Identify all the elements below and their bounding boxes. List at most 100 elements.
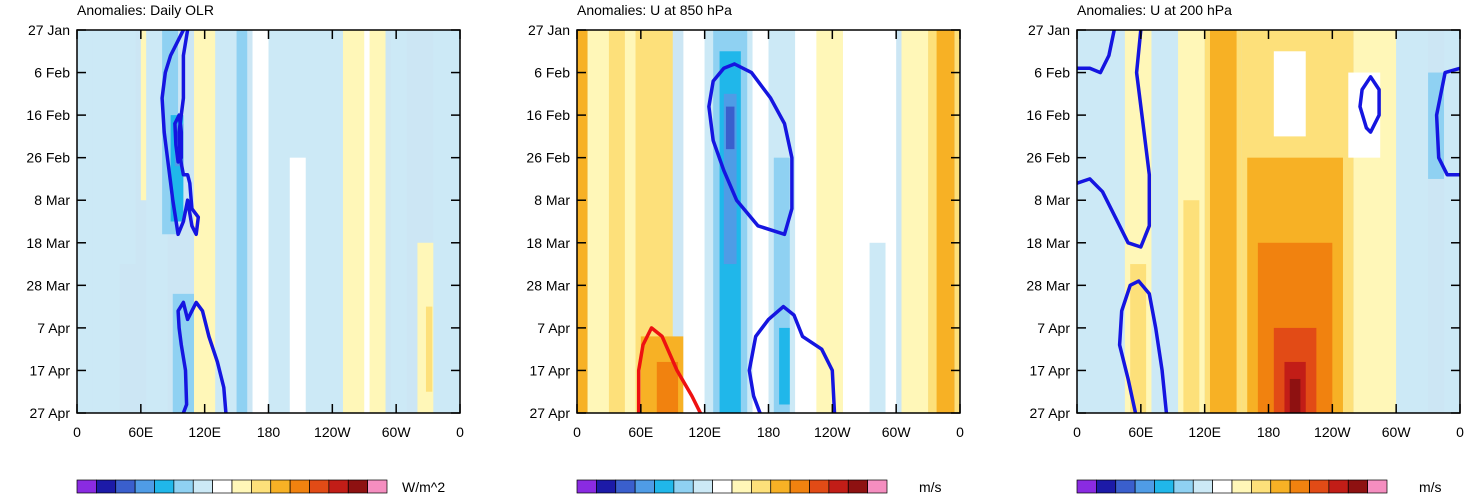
- u850-shade-cell-20: [901, 30, 929, 413]
- u200-x-axis: 0 60E 120E 180 120W 60W 0: [1073, 30, 1464, 440]
- u850-x-tick-label: 0: [573, 424, 581, 440]
- u850-colorbar-swatch: [654, 479, 675, 494]
- u200-x-tick-label: 120W: [1314, 424, 1351, 440]
- u850-x-tick-label: 60W: [882, 424, 912, 440]
- u850-y-tick-label: 26 Feb: [526, 150, 570, 166]
- olr-colorbar-swatch: [212, 479, 233, 494]
- u850-y-tick-label: 28 Mar: [526, 277, 570, 293]
- u850-x-tick-label: 120W: [814, 424, 851, 440]
- u850-y-tick-label: 17 Apr: [530, 362, 571, 378]
- olr-colorbar-swatch: [134, 479, 155, 494]
- panel-olr: 27 Jan 6 Feb 16 Feb 26 Feb 8 Mar 18 Mar 28 Mar…: [26, 2, 464, 495]
- u200-contour-neg-1: [1077, 30, 1152, 249]
- u200-contours: [1077, 30, 1460, 413]
- u850-shade-cell-23: [954, 30, 960, 413]
- olr-x-tick-label: 120W: [314, 424, 351, 440]
- olr-y-tick-label: 16 Feb: [26, 107, 70, 123]
- u850-colorbar-swatch: [789, 479, 810, 494]
- u850-contours: [636, 62, 837, 413]
- u200-x-tick-label: 0: [1456, 424, 1464, 440]
- u850-x-axis: 0 60E 120E 180 120W 60W 0: [573, 30, 964, 440]
- olr-shade-cell-11: [215, 30, 237, 413]
- olr-colorbar-swatch: [289, 479, 310, 494]
- olr-x-tick-label: 0: [456, 424, 464, 440]
- u200-colorbar-swatch: [1251, 479, 1272, 494]
- u850-colorbar-swatch: [731, 479, 752, 494]
- u200-y-tick-label: 26 Feb: [1026, 150, 1070, 166]
- olr-y-tick-label: 28 Mar: [26, 277, 70, 293]
- olr-shade-cell-20: [425, 306, 433, 392]
- u200-shade-cell-13: [1289, 378, 1301, 413]
- u200-y-tick-label: 7 Apr: [1037, 320, 1070, 336]
- olr-colorbar-swatch: [328, 479, 349, 494]
- u200-colorbar: -6-4-20246: [1076, 479, 1388, 494]
- u850-colorbar-swatch: [847, 479, 868, 494]
- u200-y-axis: 27 Jan 6 Feb 16 Feb 26 Feb 8 Mar 18 Mar 28 Mar…: [1026, 22, 1460, 421]
- u850-y-tick-label: 6 Feb: [534, 65, 570, 81]
- u200-x-tick-label: 180: [1257, 424, 1281, 440]
- u200-colorbar-swatch: [1173, 479, 1194, 494]
- u200-contour-neg-4: [1434, 66, 1460, 177]
- olr-colorbar-swatch: [192, 479, 213, 494]
- olr-y-tick-label: 27 Apr: [30, 405, 71, 421]
- u200-y-tick-label: 6 Feb: [1034, 65, 1070, 81]
- u200-x-tick-label: 120E: [1188, 424, 1221, 440]
- u850-shade-cell-15: [779, 327, 790, 405]
- u200-y-tick-label: 28 Mar: [1026, 277, 1070, 293]
- olr-colorbar-swatch: [251, 479, 272, 494]
- u850-shade-cell-11: [725, 106, 735, 150]
- u200-colorbar-swatch: [1289, 479, 1310, 494]
- u850-contour-pos-2: [636, 326, 703, 413]
- u850-x-tick-label: 0: [956, 424, 964, 440]
- olr-y-tick-label: 18 Mar: [26, 235, 70, 251]
- u850-colorbar-swatch: [634, 479, 655, 494]
- u850-shade-cell-17: [816, 30, 843, 413]
- u850-x-tick-label: 180: [757, 424, 781, 440]
- olr-colorbar-swatch: [347, 479, 368, 494]
- u850-colorbar-swatch: [596, 479, 617, 494]
- u200-y-tick-label: 16 Feb: [1026, 107, 1070, 123]
- u200-colorbar-swatch: [1367, 479, 1388, 494]
- olr-colorbar-swatch: [270, 479, 291, 494]
- u850-shade-cell-0: [577, 30, 588, 413]
- olr-shade-cell-15: [289, 157, 306, 413]
- panel-u850: 27 Jan 6 Feb 16 Feb 26 Feb 8 Mar 18 Mar 28 Mar…: [526, 2, 964, 495]
- olr-shade-cell-21: [433, 30, 460, 413]
- olr-y-tick-label: 17 Apr: [30, 362, 71, 378]
- u850-shade-cell-2: [608, 30, 625, 413]
- u200-shade-cell-19: [1444, 30, 1460, 413]
- olr-x-tick-label: 60W: [382, 424, 412, 440]
- u850-x-tick-label: 60E: [628, 424, 653, 440]
- olr-shade-cell-10: [194, 30, 216, 413]
- olr-shade-cell-14: [268, 30, 343, 413]
- u850-x-tick-label: 120E: [688, 424, 721, 440]
- u850-shade-cell-12: [752, 30, 769, 413]
- u850-y-axis: 27 Jan 6 Feb 16 Feb 26 Feb 8 Mar 18 Mar 28 Mar…: [526, 22, 960, 421]
- olr-shade-cell-0: [77, 30, 93, 413]
- olr-y-tick-label: 27 Jan: [28, 22, 70, 38]
- u200-contour-neg-0: [1077, 30, 1116, 75]
- olr-colorbar-swatch: [154, 479, 175, 494]
- olr-title: Anomalies: Daily OLR: [77, 2, 214, 18]
- olr-colorbar-units: W/m^2: [402, 479, 445, 495]
- u850-shade-cell-6: [683, 30, 705, 413]
- u200-colorbar-swatch: [1115, 479, 1136, 494]
- u200-colorbar-swatch: [1328, 479, 1349, 494]
- u850-y-tick-label: 27 Jan: [528, 22, 570, 38]
- u850-colorbar-swatch: [867, 479, 888, 494]
- u200-shade-cell-14: [1273, 51, 1306, 137]
- u850-colorbar-units: m/s: [919, 479, 942, 495]
- u850-y-tick-label: 7 Apr: [537, 320, 570, 336]
- u200-colorbar-swatch: [1154, 479, 1175, 494]
- olr-x-tick-label: 120E: [188, 424, 221, 440]
- olr-x-tick-label: 60E: [128, 424, 153, 440]
- u850-shading: [577, 30, 960, 413]
- u850-colorbar-swatch: [712, 479, 733, 494]
- olr-x-tick-label: 180: [257, 424, 281, 440]
- u850-shade-cell-5: [656, 361, 679, 413]
- olr-shade-cell-12: [236, 30, 248, 413]
- u200-shade-cell-17: [1396, 30, 1429, 413]
- olr-colorbar-swatch: [173, 479, 194, 494]
- u200-x-tick-label: 60E: [1128, 424, 1153, 440]
- u200-colorbar-swatch: [1212, 479, 1233, 494]
